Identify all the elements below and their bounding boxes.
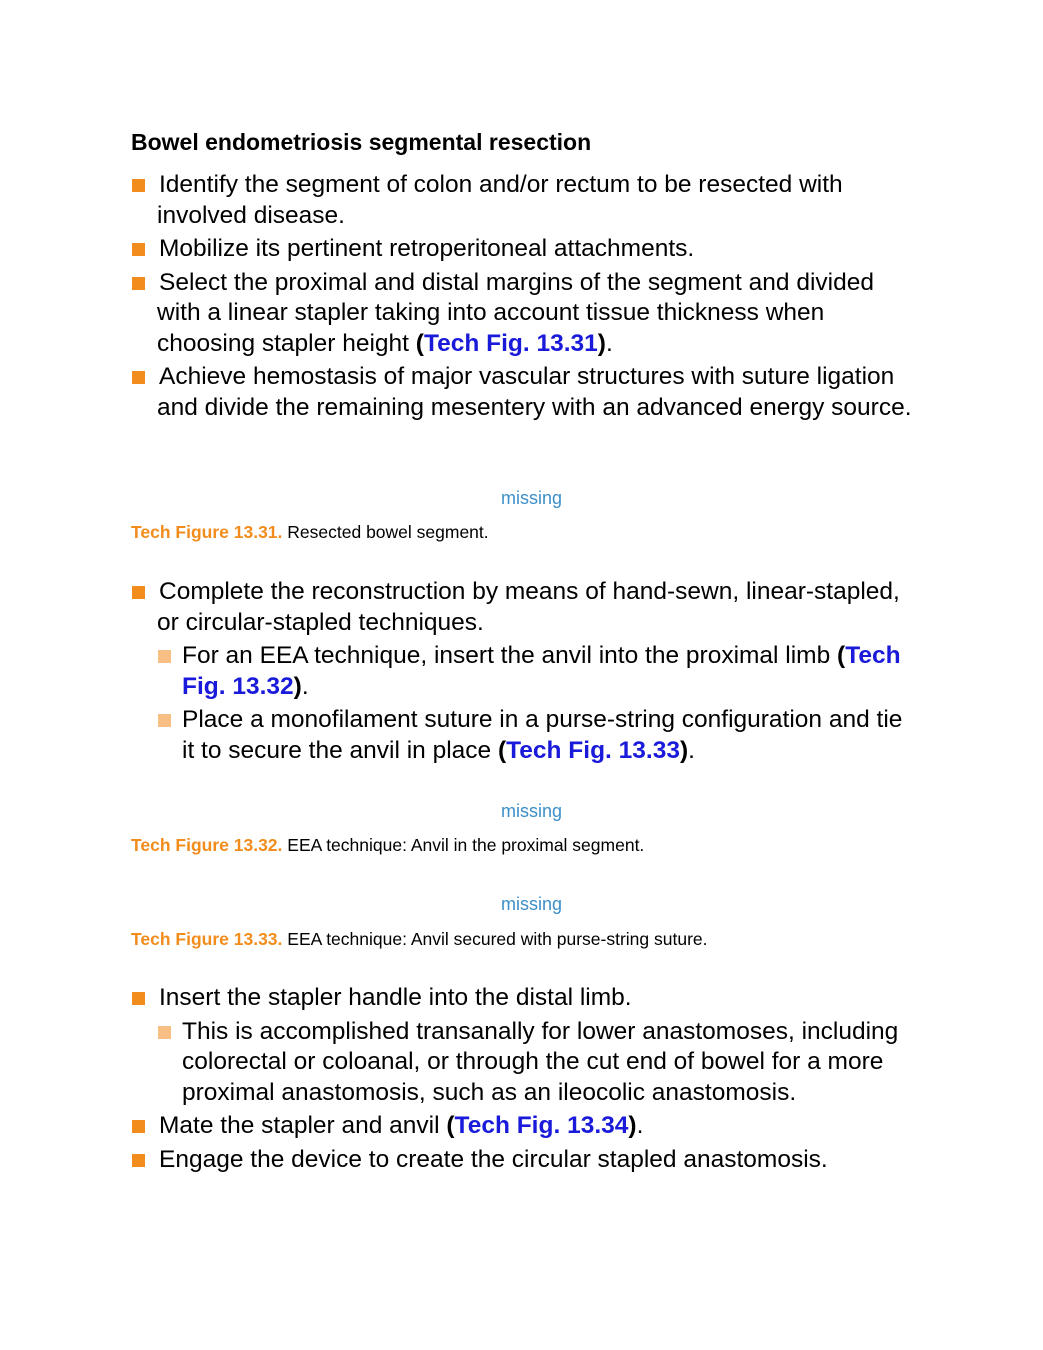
square-bullet-icon bbox=[132, 243, 145, 256]
paren-close: ) bbox=[628, 1112, 637, 1139]
square-bullet-icon bbox=[158, 650, 171, 663]
bullet-list-2: Complete the reconstruction by means of … bbox=[131, 577, 921, 769]
paren-open: ( bbox=[837, 642, 846, 669]
paren-open: ( bbox=[446, 1112, 455, 1139]
list-item-text-segment: Select the proximal and distal margins o… bbox=[157, 268, 874, 357]
square-bullet-icon bbox=[158, 1025, 171, 1039]
list-item: Mobilize its pertinent retroperitoneal a… bbox=[131, 234, 921, 265]
square-bullet-icon bbox=[132, 179, 145, 192]
bullet-list-3: Insert the stapler handle into the dista… bbox=[131, 983, 921, 1178]
list-item-text: Mobilize its pertinent retroperitoneal a… bbox=[159, 235, 695, 262]
paren-close: ) bbox=[679, 736, 689, 764]
square-bullet-icon bbox=[132, 586, 145, 599]
list-item-text: For an EEA technique, insert the anvil i… bbox=[182, 642, 901, 700]
caption-label: Tech Figure 13.32. bbox=[131, 835, 283, 855]
paren-close: ) bbox=[293, 672, 302, 700]
figure-link-13-31[interactable]: Tech Fig. 13.31 bbox=[423, 329, 598, 357]
list-item: Identify the segment of colon and/or rec… bbox=[131, 170, 921, 231]
list-item: Achieve hemostasis of major vascular str… bbox=[131, 362, 921, 423]
caption-label: Tech Figure 13.33. bbox=[131, 929, 283, 949]
list-item-text: Complete the reconstruction by means of … bbox=[157, 578, 900, 636]
square-bullet-icon bbox=[132, 276, 145, 290]
paren-open: ( bbox=[497, 736, 507, 764]
section-heading: Bowel endometriosis segmental resection bbox=[131, 129, 592, 155]
list-item-text: Insert the stapler handle into the dista… bbox=[159, 984, 632, 1011]
figure-caption-13-31: Tech Figure 13.31. Resected bowel segmen… bbox=[131, 521, 489, 543]
list-item-text-segment: For an EEA technique, insert the anvil i… bbox=[182, 642, 838, 669]
list-item: This is accomplished transanally for low… bbox=[131, 1017, 921, 1109]
list-item: Engage the device to create the circular… bbox=[131, 1145, 921, 1176]
bullet-list-1: Identify the segment of colon and/or rec… bbox=[131, 170, 921, 426]
list-item: Complete the reconstruction by means of … bbox=[131, 577, 921, 638]
period: . bbox=[636, 1112, 644, 1139]
paren-close: ) bbox=[597, 329, 606, 357]
list-item: Mate the stapler and anvil (Tech Fig. 13… bbox=[131, 1111, 921, 1142]
figure-link-13-34[interactable]: Tech Fig. 13.34 bbox=[454, 1112, 629, 1139]
caption-text: Resected bowel segment. bbox=[287, 522, 489, 542]
list-item-text: Mate the stapler and anvil (Tech Fig. 13… bbox=[157, 1111, 921, 1142]
list-item-text: Select the proximal and distal margins o… bbox=[157, 268, 921, 360]
caption-text: EEA technique: Anvil secured with purse-… bbox=[287, 929, 708, 949]
period: . bbox=[688, 736, 695, 764]
figure-caption-13-32: Tech Figure 13.32. EEA technique: Anvil … bbox=[131, 834, 644, 856]
square-bullet-icon bbox=[158, 714, 171, 727]
list-item-text-segment: Place a monofilament suture in a purse-s… bbox=[182, 706, 903, 764]
period: . bbox=[301, 672, 309, 700]
square-bullet-icon bbox=[132, 371, 145, 384]
list-item-text: Achieve hemostasis of major vascular str… bbox=[157, 363, 912, 421]
figure-placeholder-13-31: missing bbox=[500, 488, 562, 508]
list-item-text: This is accomplished transanally for low… bbox=[182, 1017, 899, 1106]
figure-link-13-32[interactable]: Tech Fig. 13.32 bbox=[182, 642, 901, 700]
list-item-text: Engage the device to create the circular… bbox=[159, 1145, 828, 1173]
figure-placeholder-13-33: missing bbox=[500, 894, 562, 914]
figure-link-13-33[interactable]: Tech Fig. 13.33 bbox=[506, 736, 680, 764]
period: . bbox=[605, 329, 613, 357]
figure-caption-13-33: Tech Figure 13.33. EEA technique: Anvil … bbox=[131, 928, 708, 950]
list-item: Insert the stapler handle into the dista… bbox=[131, 983, 921, 1014]
list-item: Place a monofilament suture in a purse-s… bbox=[131, 705, 921, 766]
list-item-text-segment: Mate the stapler and anvil bbox=[159, 1112, 447, 1139]
caption-label: Tech Figure 13.31. bbox=[131, 522, 283, 542]
list-item: Select the proximal and distal margins o… bbox=[131, 268, 921, 360]
square-bullet-icon bbox=[132, 992, 145, 1005]
list-item-text: Place a monofilament suture in a purse-s… bbox=[182, 706, 902, 764]
paren-open: ( bbox=[415, 329, 424, 357]
list-item: For an EEA technique, insert the anvil i… bbox=[131, 641, 921, 702]
list-item-text: Identify the segment of colon and/or rec… bbox=[157, 171, 843, 229]
square-bullet-icon bbox=[132, 1153, 145, 1167]
figure-placeholder-13-32: missing bbox=[500, 801, 562, 821]
caption-text: EEA technique: Anvil in the proximal seg… bbox=[287, 835, 645, 855]
square-bullet-icon bbox=[132, 1120, 145, 1133]
